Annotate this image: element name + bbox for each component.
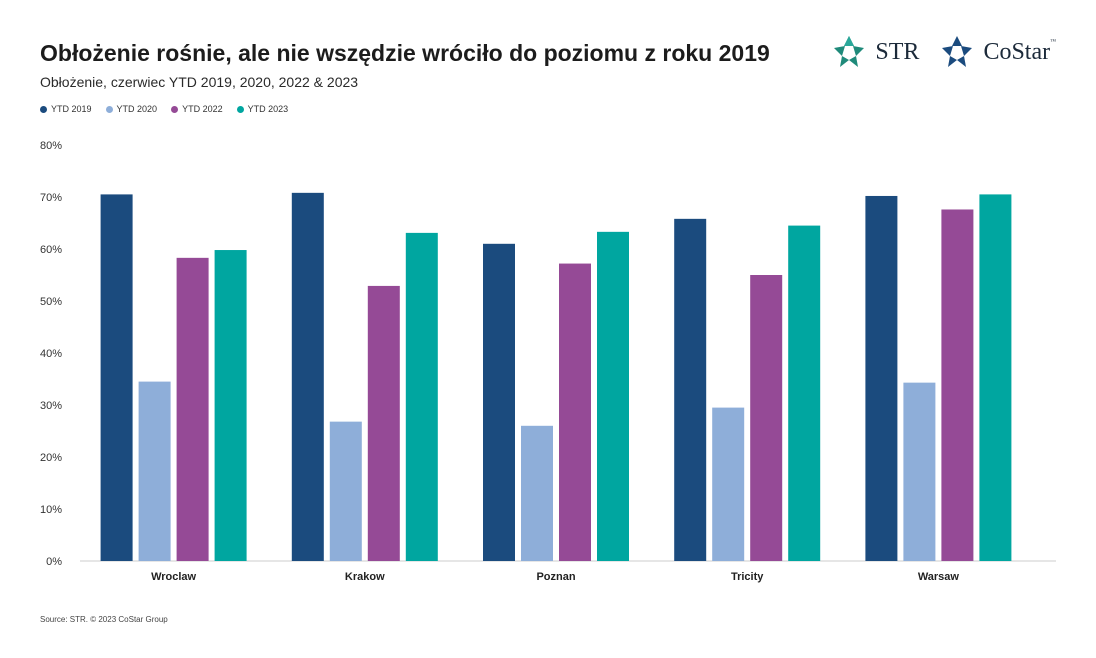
legend-swatch — [236, 105, 244, 113]
costar-logo: CoStar™ — [939, 34, 1056, 70]
x-category-label: Warsaw — [918, 571, 960, 583]
y-tick-label: 30% — [40, 400, 62, 412]
y-tick-label: 80% — [40, 140, 62, 152]
legend-label: YTD 2019 — [51, 104, 92, 114]
bar-tricity-ytd-2020 — [712, 407, 745, 561]
brand-logos: STR CoStar™ — [831, 34, 1056, 70]
legend: YTD 2019 YTD 2020 YTD 2022 YTD 2023 — [40, 104, 288, 114]
bar-warsaw-ytd-2023 — [979, 194, 1012, 561]
legend-item-ytd-2020: YTD 2020 — [105, 104, 158, 114]
trademark-mark: ™ — [1050, 38, 1056, 45]
costar-star-icon — [942, 36, 973, 67]
bar-warsaw-ytd-2020 — [903, 382, 936, 561]
y-tick-label: 50% — [40, 296, 62, 308]
legend-swatch — [171, 105, 179, 113]
bar-krakow-ytd-2023 — [405, 232, 438, 561]
x-category-label: Krakow — [345, 571, 385, 583]
bar-warsaw-ytd-2019 — [865, 195, 898, 561]
bar-tricity-ytd-2022 — [750, 275, 783, 561]
str-logo-text: STR — [875, 38, 920, 65]
chart-title: Obłożenie rośnie, ale nie wszędzie wróci… — [40, 40, 770, 66]
legend-label: YTD 2023 — [247, 104, 289, 114]
x-category-label: Poznan — [536, 571, 575, 583]
x-category-label: Tricity — [731, 571, 764, 583]
bar-krakow-ytd-2022 — [367, 285, 400, 561]
costar-logo-text: CoStar™ — [983, 39, 1056, 66]
legend-item-ytd-2019: YTD 2019 — [40, 104, 92, 114]
bar-poznan-ytd-2020 — [521, 425, 553, 561]
legend-item-ytd-2022: YTD 2022 — [171, 104, 223, 114]
y-tick-label: 70% — [40, 192, 62, 204]
legend-label: YTD 2022 — [182, 104, 223, 114]
y-tick-label: 20% — [40, 452, 62, 464]
legend-item-ytd-2023: YTD 2023 — [236, 104, 289, 114]
bar-poznan-ytd-2022 — [559, 263, 591, 561]
source-note: Source: STR. © 2023 CoStar Group — [40, 615, 168, 624]
chart-subtitle: Obłożenie, czerwiec YTD 2019, 2020, 2022… — [40, 74, 359, 90]
bar-poznan-ytd-2023 — [597, 231, 629, 561]
bar-wroclaw-ytd-2020 — [138, 381, 171, 561]
bar-tricity-ytd-2023 — [788, 225, 821, 561]
x-category-label: Wroclaw — [151, 571, 196, 583]
y-tick-label: 60% — [40, 244, 62, 256]
str-star-icon — [834, 36, 865, 67]
bar-wroclaw-ytd-2019 — [100, 194, 133, 561]
legend-swatch — [40, 105, 47, 113]
bar-wroclaw-ytd-2022 — [176, 257, 209, 561]
bar-wroclaw-ytd-2023 — [214, 250, 247, 562]
bar-krakow-ytd-2019 — [291, 192, 324, 561]
bar-warsaw-ytd-2022 — [941, 209, 974, 562]
bar-poznan-ytd-2019 — [483, 243, 515, 562]
legend-label: YTD 2020 — [116, 104, 158, 114]
legend-swatch — [105, 105, 113, 113]
bar-krakow-ytd-2020 — [329, 421, 362, 561]
costar-name: CoStar — [983, 38, 1051, 65]
bar-tricity-ytd-2019 — [674, 218, 707, 561]
y-tick-label: 0% — [46, 556, 62, 568]
y-tick-label: 40% — [40, 348, 62, 360]
str-logo: STR — [831, 34, 919, 70]
y-tick-label: 10% — [40, 504, 62, 516]
